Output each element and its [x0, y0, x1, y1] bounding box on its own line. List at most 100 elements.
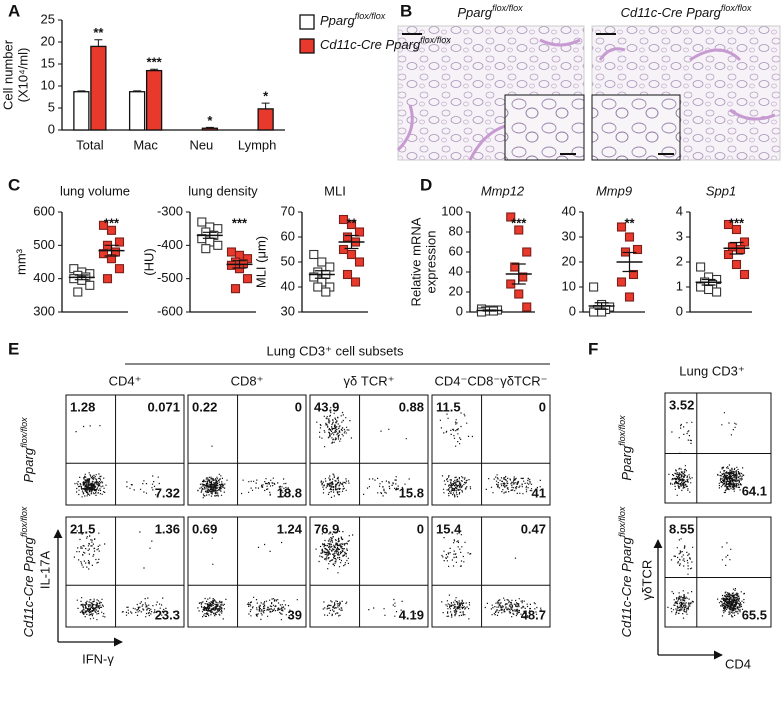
- data-point: [712, 287, 722, 297]
- quadrant-value: 76.9: [314, 521, 339, 536]
- error-bar: [77, 90, 86, 92]
- quadrant-gate: [310, 395, 428, 505]
- event-dots: [668, 412, 745, 496]
- panel-label: A: [8, 1, 20, 20]
- superscript: flox/flox: [19, 417, 29, 448]
- image-title: Ppargflox/flox: [457, 3, 523, 20]
- data-point: [338, 214, 349, 225]
- quadrant-value: 4.19: [399, 607, 424, 622]
- quadrant-value: 23.3: [155, 607, 180, 622]
- y-tick-label: 4: [676, 203, 683, 218]
- data-point: [624, 292, 635, 302]
- data-point: [696, 282, 706, 292]
- bar: [257, 108, 274, 131]
- text-part: Pparg: [21, 447, 36, 482]
- significance: *: [263, 89, 269, 104]
- quadrant-value: 15.8: [399, 485, 424, 500]
- quadrant-value: 1.24: [277, 521, 303, 536]
- quadrant-value: 64.1: [742, 483, 767, 498]
- chart-title: lung density: [188, 183, 258, 198]
- data-point: [723, 219, 734, 230]
- y-axis-label: mm³: [13, 248, 28, 275]
- column-header: CD4⁻CD8⁻γδTCR⁻: [434, 373, 547, 388]
- data-point: [354, 257, 365, 267]
- sem-bar: [511, 263, 526, 285]
- data-point: [342, 232, 353, 242]
- y-tick-label: 40: [449, 263, 463, 278]
- y-axis-label: MLI (μm): [253, 236, 268, 288]
- flow-plot: [65, 516, 185, 628]
- data-point: [338, 244, 349, 255]
- data-point: [739, 269, 750, 280]
- quadrant-value: 0: [539, 399, 546, 414]
- text-part: Cd11c-Cre Pparg: [320, 37, 421, 52]
- y-tick-label: 80: [449, 223, 463, 238]
- quadrant-value: 39: [288, 607, 302, 622]
- chart-title: Mmp9: [596, 183, 632, 198]
- quadrant-value: 21.5: [70, 521, 95, 536]
- significance: **: [346, 215, 357, 230]
- superscript: flox/flox: [617, 506, 627, 537]
- sem-bar: [622, 251, 637, 273]
- y-tick-label: 0: [48, 121, 55, 136]
- superscript: flox/flox: [19, 506, 29, 537]
- data-point: [704, 284, 714, 295]
- section-title: Lung CD3⁺: [679, 363, 744, 378]
- legend-swatch: [299, 14, 315, 30]
- panel-label: C: [8, 175, 20, 194]
- data-point: [242, 274, 253, 284]
- bar: [73, 91, 90, 131]
- data-point: [522, 247, 532, 257]
- significance: **: [624, 215, 635, 230]
- significance: **: [93, 25, 104, 40]
- sem-bar: [104, 244, 119, 257]
- data-point: [514, 225, 524, 235]
- superscript: flox/flox: [492, 3, 523, 13]
- text-part: Cd11c-Cre Pparg: [21, 536, 36, 637]
- data-point: [230, 284, 241, 294]
- y-tick-label: 0: [676, 303, 683, 318]
- data-point: [317, 257, 327, 267]
- sem-bar: [314, 270, 329, 279]
- data-point: [616, 222, 627, 232]
- y-tick-label: 300: [33, 303, 55, 318]
- y-tick-label: 40: [562, 203, 576, 218]
- histology-inset: [504, 94, 585, 161]
- quadrant-value: 15.4: [436, 521, 462, 536]
- sem-bar: [344, 234, 359, 250]
- y-tick-label: 25: [41, 11, 55, 26]
- quadrant-value: 1.36: [155, 521, 180, 536]
- quadrant-value: 48.7: [521, 607, 546, 622]
- text-part: Cd11c-Cre Pparg: [619, 536, 634, 637]
- superscript: flox/flox: [420, 35, 451, 45]
- x-tick-label: Mac: [133, 137, 158, 152]
- quadrant-gate: [188, 517, 306, 627]
- y-tick-label: 0: [569, 303, 576, 318]
- quadrant-value: 18.8: [277, 485, 302, 500]
- quadrant-gate: [66, 395, 184, 505]
- y-tick-label: 10: [562, 278, 576, 293]
- event-dots: [667, 538, 745, 619]
- panel-label: F: [588, 339, 598, 358]
- y-tick-label: 70: [281, 203, 295, 218]
- x-axis-label: IFN-γ: [82, 651, 114, 666]
- data-point: [346, 219, 357, 230]
- quadrant-value: 41: [532, 485, 546, 500]
- quadrant-gate: [66, 517, 184, 627]
- row-label: Cd11c-Cre Ppargflox/flox: [19, 506, 36, 637]
- data-point: [514, 289, 524, 299]
- chart-title: Mmp12: [481, 183, 525, 198]
- y-tick-label: 60: [281, 228, 295, 243]
- y-tick-label: 10: [41, 77, 55, 92]
- quadrant-gate: [665, 393, 771, 503]
- y-tick-label: -500: [157, 270, 183, 285]
- y-tick-label: 20: [41, 33, 55, 48]
- y-axis-label: expression: [423, 231, 438, 294]
- quadrant-value: 8.55: [669, 521, 694, 536]
- y-tick-label: 1: [676, 278, 683, 293]
- data-point: [213, 240, 223, 250]
- quadrant-value: 0: [295, 399, 302, 414]
- y-tick-label: 15: [41, 55, 55, 70]
- y-axis-label: (HU): [141, 248, 156, 275]
- y-tick-label: 5: [48, 99, 55, 114]
